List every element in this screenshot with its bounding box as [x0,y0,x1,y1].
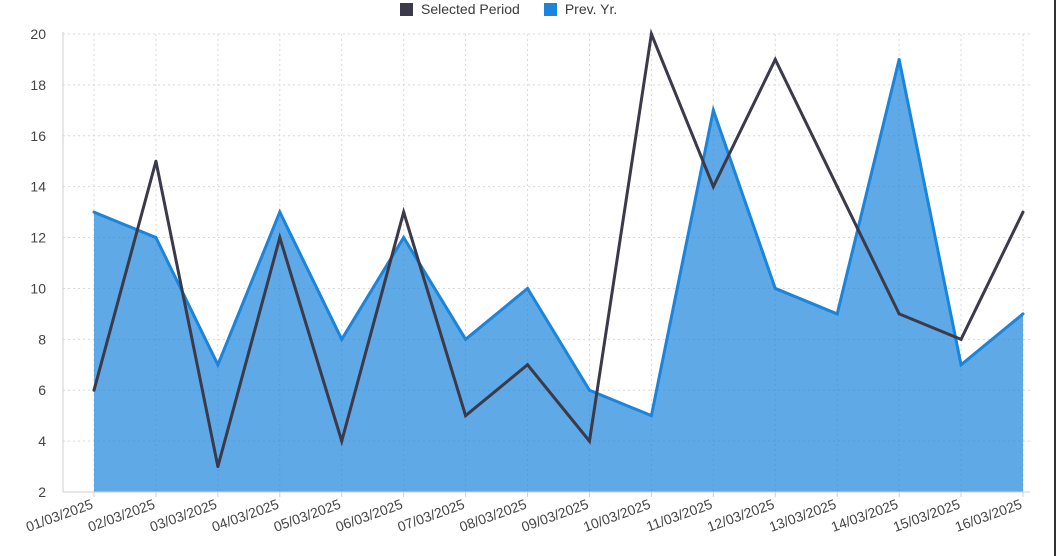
prev-year-line [93,59,1024,418]
legend-item-prev-year[interactable]: Prev. Yr. [543,1,618,17]
y-tick-label: 10 [30,280,46,296]
x-tick-label: 15/03/2025 [891,496,963,535]
prev-year-area-layer [92,57,1025,492]
selected-period-line-layer [92,28,1025,469]
selected-period-point [897,312,901,316]
selected-period-point [1021,210,1025,214]
x-tick-label: 14/03/2025 [829,496,901,535]
legend: Selected Period Prev. Yr. [400,0,641,18]
selected-period-point [959,337,963,341]
x-tick-label: 05/03/2025 [271,496,343,535]
selected-period-point [154,159,158,163]
prev-year-point [1021,312,1025,316]
y-tick-label: 16 [30,128,46,144]
x-tick-label: 08/03/2025 [457,496,529,535]
x-tick-label: 10/03/2025 [581,496,653,535]
legend-swatch-selected-period [400,2,413,16]
x-tick-label: 07/03/2025 [395,496,467,535]
prev-year-point [402,236,406,240]
x-tick-label: 01/03/2025 [24,496,96,535]
legend-label-prev-year: Prev. Yr. [564,1,618,17]
y-tick-label: 18 [30,77,46,93]
prev-year-point [154,236,158,240]
y-tick-label: 14 [30,179,46,195]
legend-label-selected-period: Selected Period [421,1,520,17]
y-tick-label: 12 [30,230,46,246]
y-tick-label: 6 [38,382,46,398]
x-tick-label: 06/03/2025 [333,496,405,535]
y-axis: 2 4 6 8 10 12 14 16 18 20 [30,26,64,500]
selected-period-point [402,210,406,214]
prev-year-point [278,210,282,214]
prev-year-point [587,388,591,392]
selected-period-point [216,465,220,469]
prev-year-point [835,312,839,316]
prev-year-point [526,286,530,290]
selected-period-point [278,236,282,240]
x-tick-label: 03/03/2025 [148,496,220,535]
x-axis: 01/03/202502/03/202503/03/202504/03/2025… [24,491,1030,535]
x-tick-label: 11/03/2025 [644,496,715,535]
x-tick-label: 09/03/2025 [519,496,591,535]
prev-year-point [216,363,220,367]
x-tick-label: 16/03/2025 [953,496,1025,535]
selected-period-line [92,28,1025,467]
prev-year-point [773,286,777,290]
prev-year-point [649,414,653,418]
selected-period-point [464,414,468,418]
chart-right-border [1054,0,1056,556]
y-tick-label: 2 [38,484,46,500]
prev-year-point [897,57,901,61]
prev-year-point [464,337,468,341]
x-tick-label: 02/03/2025 [86,496,158,535]
prev-year-point [92,210,96,214]
selected-period-point [649,32,653,36]
prev-year-point [340,337,344,341]
prev-year-area [94,59,1023,492]
x-tick-label: 12/03/2025 [705,496,777,535]
selected-period-point [773,57,777,61]
selected-period-point [92,388,96,392]
legend-swatch-prev-year [543,2,557,16]
selected-period-point [711,185,715,189]
y-tick-label: 4 [38,433,46,449]
selected-period-point [835,185,839,189]
x-tick-label: 13/03/2025 [767,496,839,535]
selected-period-point [587,439,591,443]
selected-period-point [340,439,344,443]
legend-item-selected-period[interactable]: Selected Period [400,1,520,17]
x-tick-label: 04/03/2025 [210,496,282,535]
y-tick-label: 8 [38,331,46,347]
prev-year-point [711,108,715,112]
y-tick-label: 20 [30,26,46,42]
prev-year-point [959,363,963,367]
selected-period-point [526,363,530,367]
